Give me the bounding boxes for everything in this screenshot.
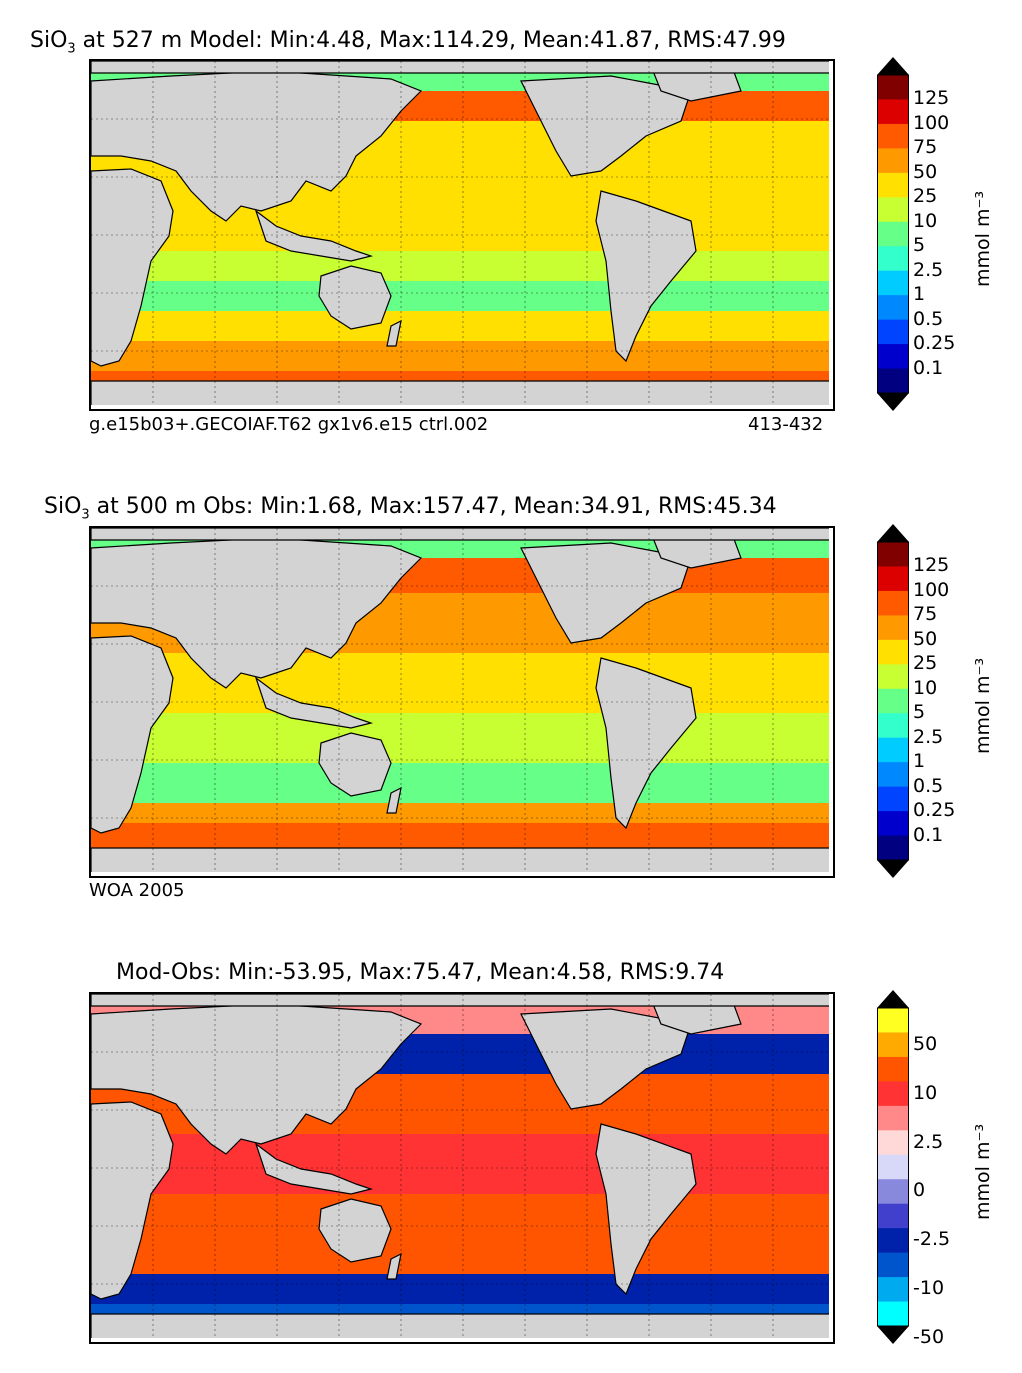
colorbar-swatch	[877, 344, 909, 370]
colorbar-tick-label: 0.1	[913, 356, 944, 379]
colorbar-unit-label: mmol m⁻³	[972, 1123, 994, 1220]
colorbar-swatch	[877, 737, 909, 763]
colorbar-swatch	[877, 1056, 909, 1082]
colorbar-tick-label: 10	[913, 1081, 938, 1104]
colorbar-swatch	[877, 1081, 909, 1107]
colorbar-tick-label: 0.25	[913, 332, 956, 355]
panel1-colorbar	[877, 57, 909, 411]
colorbar-swatch	[877, 1032, 909, 1058]
colorbar-swatch	[877, 295, 909, 321]
colorbar-swatch	[877, 664, 909, 690]
colorbar-swatch	[877, 1154, 909, 1180]
colorbar-tick-label: 50	[913, 627, 938, 650]
colorbar-tick-label: 75	[913, 603, 938, 626]
colorbar-swatch	[877, 542, 909, 567]
panel1-right-caption: 413-432	[748, 414, 824, 435]
colorbar-swatch	[877, 221, 909, 247]
colorbar-swatch	[877, 566, 909, 592]
colorbar-tick-label: 10	[913, 676, 938, 699]
panel3-title: Mod-Obs: Min:-53.95, Max:75.47, Mean:4.5…	[116, 960, 725, 985]
colorbar-swatch	[877, 1228, 909, 1254]
colorbar-tick-label: 0.5	[913, 307, 944, 330]
panel3-colorbar	[877, 990, 909, 1344]
colorbar-swatch	[877, 319, 909, 345]
colorbar-tick-label: 10	[913, 209, 938, 232]
panel1-title: SiO3 at 527 m Model: Min:4.48, Max:114.2…	[30, 28, 786, 57]
panel3-map	[89, 992, 835, 1344]
colorbar-swatch	[877, 639, 909, 665]
colorbar-swatch	[877, 1130, 909, 1156]
colorbar-tick-label: 0.25	[913, 799, 956, 822]
colorbar-swatch	[877, 99, 909, 125]
colorbar-tick-label: 2.5	[913, 725, 944, 748]
colorbar-swatch	[877, 615, 909, 641]
colorbar-swatch	[877, 1277, 909, 1303]
panel2-title: SiO3 at 500 m Obs: Min:1.68, Max:157.47,…	[44, 494, 777, 523]
colorbar-swatch	[877, 590, 909, 616]
panel1-map	[89, 59, 835, 411]
colorbar-tick-label: 125	[913, 554, 950, 577]
colorbar-tick-label: 5	[913, 234, 926, 257]
panel1-left-caption: g.e15b03+.GECOIAF.T62 gx1v6.e15 ctrl.002	[89, 414, 489, 435]
colorbar-swatch	[877, 270, 909, 296]
colorbar-tick-label: 25	[913, 652, 938, 675]
colorbar-tick-label: 1	[913, 283, 926, 306]
colorbar-swatch	[877, 1203, 909, 1229]
colorbar-swatch	[877, 1008, 909, 1033]
colorbar-swatch	[877, 1105, 909, 1131]
colorbar-swatch	[877, 835, 909, 861]
colorbar-tick-label: 1	[913, 750, 926, 773]
colorbar-tick-label: 50	[913, 160, 938, 183]
colorbar-swatch	[877, 762, 909, 788]
colorbar-swatch	[877, 688, 909, 714]
colorbar-swatch	[877, 1252, 909, 1278]
colorbar-tick-label: 75	[913, 136, 938, 159]
colorbar-tick-label: 25	[913, 185, 938, 208]
colorbar-swatch	[877, 1301, 909, 1327]
colorbar-tick-label: 50	[913, 1032, 938, 1055]
colorbar-tick-label: 100	[913, 578, 950, 601]
colorbar-tick-label: 0	[913, 1179, 926, 1202]
colorbar-swatch	[877, 197, 909, 223]
colorbar-tick-label: 100	[913, 111, 950, 134]
colorbar-tick-label: -10	[913, 1277, 945, 1300]
colorbar-swatch	[877, 368, 909, 394]
colorbar-tick-label: -50	[913, 1326, 945, 1349]
panel2-colorbar	[877, 524, 909, 878]
colorbar-swatch	[877, 811, 909, 837]
colorbar-swatch	[877, 148, 909, 174]
panel2-map	[89, 526, 835, 878]
colorbar-tick-label: -2.5	[913, 1228, 951, 1251]
colorbar-unit-label: mmol m⁻³	[972, 657, 994, 754]
colorbar-unit-label: mmol m⁻³	[972, 190, 994, 287]
colorbar-swatch	[877, 1179, 909, 1205]
colorbar-tick-label: 2.5	[913, 1130, 944, 1153]
colorbar-tick-label: 125	[913, 87, 950, 110]
colorbar-tick-label: 0.1	[913, 823, 944, 846]
colorbar-swatch	[877, 172, 909, 198]
colorbar-tick-label: 0.5	[913, 774, 944, 797]
colorbar-swatch	[877, 713, 909, 739]
colorbar-swatch	[877, 786, 909, 812]
colorbar-swatch	[877, 123, 909, 149]
colorbar-swatch	[877, 75, 909, 100]
colorbar-swatch	[877, 246, 909, 272]
colorbar-tick-label: 2.5	[913, 258, 944, 281]
colorbar-tick-label: 5	[913, 701, 926, 724]
panel2-left-caption: WOA 2005	[89, 880, 185, 901]
